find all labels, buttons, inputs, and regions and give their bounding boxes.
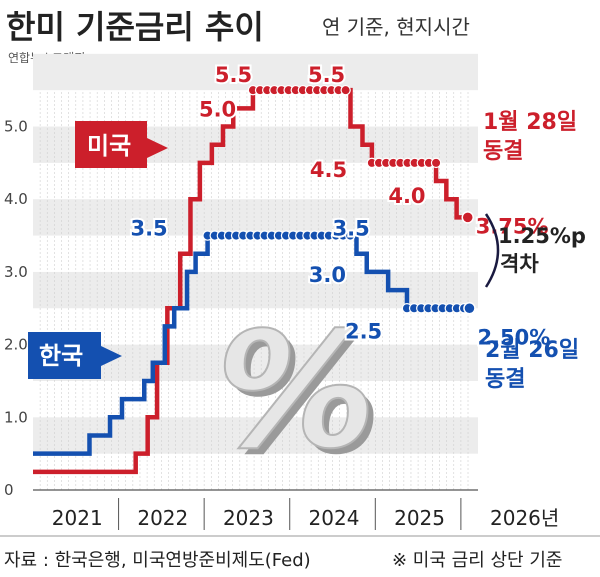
series-dot xyxy=(430,157,442,169)
y-tick-label: 4.0 xyxy=(4,190,28,208)
series-dot xyxy=(345,230,356,241)
series-dot xyxy=(340,84,351,96)
value-label: 5.5 xyxy=(308,63,345,87)
x-axis: 2021 2022 2023 2024 2025 2026년 xyxy=(52,498,559,530)
value-label: 3.5 xyxy=(130,217,167,241)
series-end-dot xyxy=(461,211,474,224)
value-label: 5.0 xyxy=(199,98,236,122)
grid-band xyxy=(33,53,478,91)
us-series xyxy=(33,84,474,475)
kr-status-date: 2월 26일 xyxy=(485,338,579,363)
value-label: 4.0 xyxy=(388,184,425,208)
value-label: 3.75% xyxy=(476,214,549,238)
kr-series xyxy=(33,230,476,456)
x-tick-label: 2023 xyxy=(223,506,274,530)
footnote-text: ※ 미국 금리 상단 기준 xyxy=(392,550,562,571)
series-layer xyxy=(33,84,476,475)
percent-watermark: %% xyxy=(215,296,382,490)
watermark-glyph: % xyxy=(216,297,376,484)
y-tick-label: 2.0 xyxy=(4,336,28,354)
y-tick-label: 1.0 xyxy=(4,408,28,426)
kr-tag-label: 한국 xyxy=(39,342,83,370)
value-label: 5.5 xyxy=(215,63,252,87)
value-label: 3.0 xyxy=(309,263,346,287)
chart-subtitle: 연 기준, 현지시간 xyxy=(322,15,470,39)
us-tag: 미국 xyxy=(75,121,168,168)
value-labels: 5.0 5.5 5.5 4.5 4.0 3.75% 3.5 3.5 3.0 2.5 2.50% xyxy=(128,61,552,351)
value-label: 3.5 xyxy=(333,217,370,241)
watermark-shadow: % xyxy=(222,303,382,490)
us-tag-label: 미국 xyxy=(87,132,131,160)
us-status-date: 1월 28일 xyxy=(483,110,577,135)
kr-tag: 한국 xyxy=(28,332,122,379)
y-axis: 0 1.0 2.0 3.0 4.0 5.0 xyxy=(4,118,478,499)
y-tick-label: 3.0 xyxy=(4,263,28,281)
value-label: 4.5 xyxy=(310,158,347,182)
x-tick-label: 2021 xyxy=(52,506,103,530)
gap-label: 격차 xyxy=(500,252,539,276)
x-tick-label: 2022 xyxy=(137,506,188,530)
y-tick-label: 0 xyxy=(4,481,14,499)
value-label: 2.5 xyxy=(345,319,382,343)
source-text: 자료 : 한국은행, 미국연방준비제도(Fed) xyxy=(4,550,311,571)
kr-series-line xyxy=(33,233,470,456)
series-end-dot xyxy=(463,302,476,315)
chart-title: 한미 기준금리 추이 xyxy=(6,8,264,46)
x-tick-label: 2026년 xyxy=(490,506,559,530)
y-tick-label: 5.0 xyxy=(4,118,28,136)
value-label: 2.50% xyxy=(477,325,550,349)
gap-value: 1.25%p xyxy=(498,224,586,248)
us-status-text: 동결 xyxy=(483,139,523,164)
x-tick-label: 2025 xyxy=(394,506,445,530)
gap-bracket xyxy=(484,213,500,288)
kr-status-text: 동결 xyxy=(485,367,525,392)
x-tick-label: 2024 xyxy=(309,506,360,530)
